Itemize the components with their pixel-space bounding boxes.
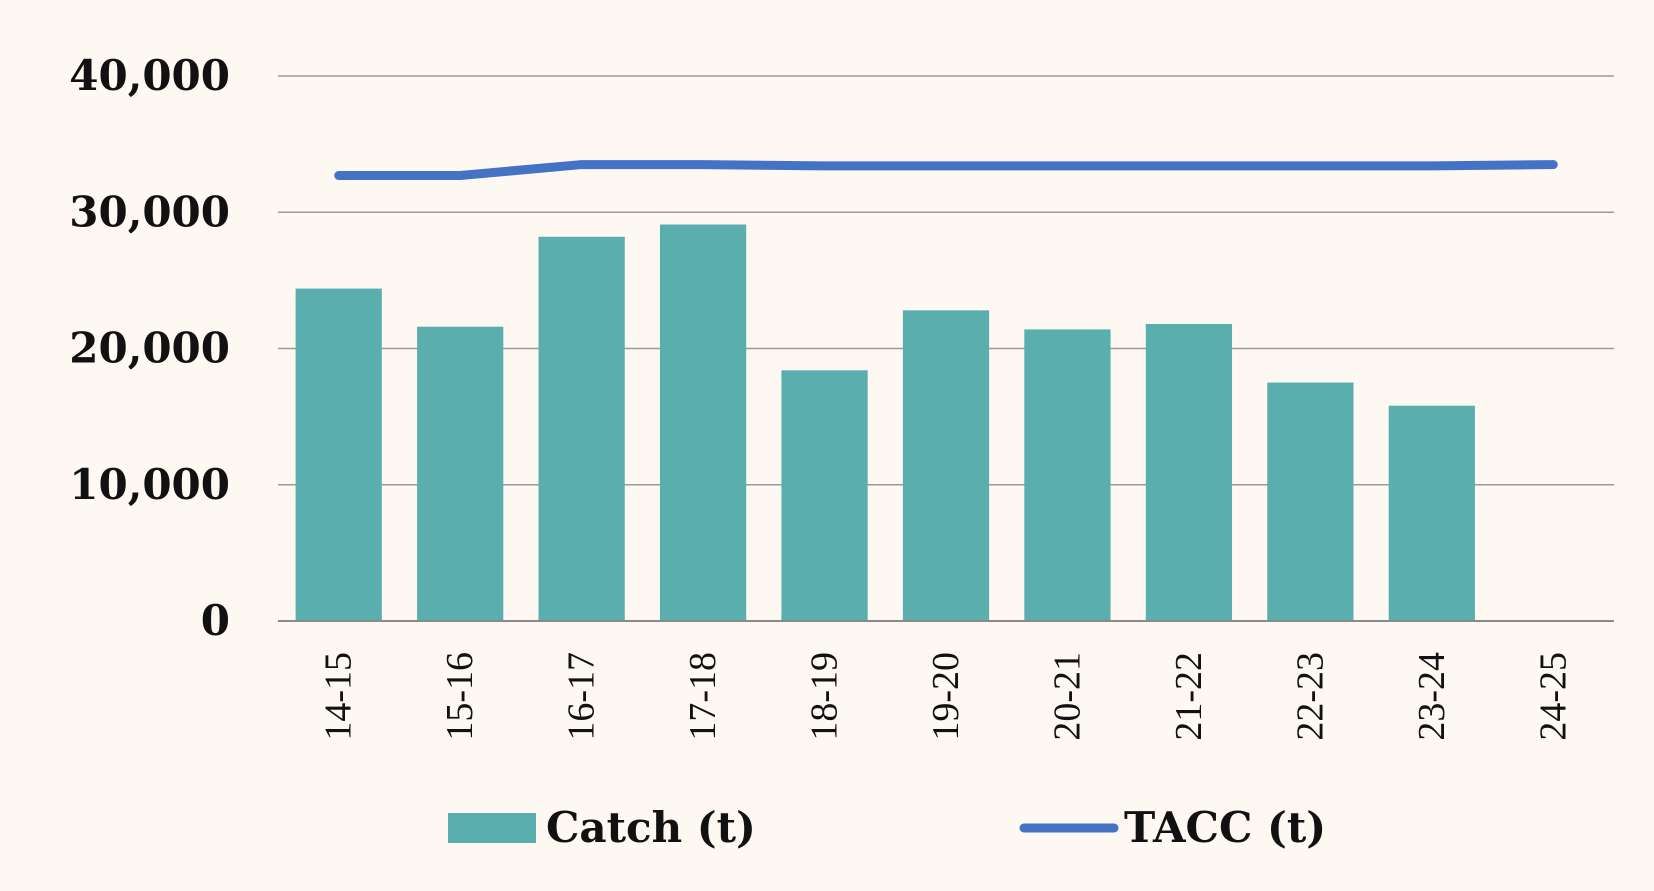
x-tick-label: 19-20 bbox=[925, 652, 967, 741]
x-tick-label: 15-16 bbox=[439, 652, 481, 741]
y-tick-label: 0 bbox=[201, 596, 230, 645]
catch-bar bbox=[1145, 323, 1233, 621]
x-tick-label: 23-24 bbox=[1411, 652, 1453, 741]
bars bbox=[295, 224, 1475, 621]
x-tick-label: 22-23 bbox=[1289, 652, 1331, 741]
x-tick-label: 14-15 bbox=[318, 652, 360, 741]
x-tick-label: 17-18 bbox=[682, 652, 724, 741]
legend-swatch-catch bbox=[448, 813, 536, 843]
tacc-line bbox=[334, 160, 1558, 180]
catch-bar bbox=[781, 370, 868, 621]
legend-label-tacc: TACC (t) bbox=[1124, 803, 1326, 852]
x-tick-label: 24-25 bbox=[1532, 652, 1574, 741]
catch-bar bbox=[659, 224, 747, 621]
catch-bar bbox=[417, 326, 504, 621]
legend-label-catch: Catch (t) bbox=[546, 803, 756, 852]
y-axis-ticks: 0 10,000 20,000 30,000 40,000 bbox=[69, 51, 230, 645]
tacc-line-layer bbox=[334, 160, 1558, 180]
x-tick-label: 20-21 bbox=[1046, 652, 1088, 741]
x-axis-ticks: 14-15 15-16 16-17 17-18 18-19 19-20 20-21 21-22… bbox=[318, 652, 1575, 741]
y-tick-label: 10,000 bbox=[69, 460, 230, 509]
catch-bar bbox=[902, 310, 990, 621]
y-tick-label: 30,000 bbox=[69, 187, 230, 236]
catch-bar bbox=[295, 288, 382, 621]
catch-bar bbox=[538, 236, 625, 621]
x-tick-label: 21-22 bbox=[1168, 652, 1210, 741]
catch-bar bbox=[1267, 382, 1354, 621]
legend: Catch (t) TACC (t) bbox=[448, 803, 1326, 852]
catch-bar bbox=[1024, 329, 1111, 621]
y-tick-label: 40,000 bbox=[69, 51, 230, 100]
x-tick-label: 18-19 bbox=[804, 652, 846, 741]
y-tick-label: 20,000 bbox=[69, 324, 230, 373]
x-tick-label: 16-17 bbox=[561, 652, 603, 741]
catch-bar bbox=[1388, 405, 1475, 621]
